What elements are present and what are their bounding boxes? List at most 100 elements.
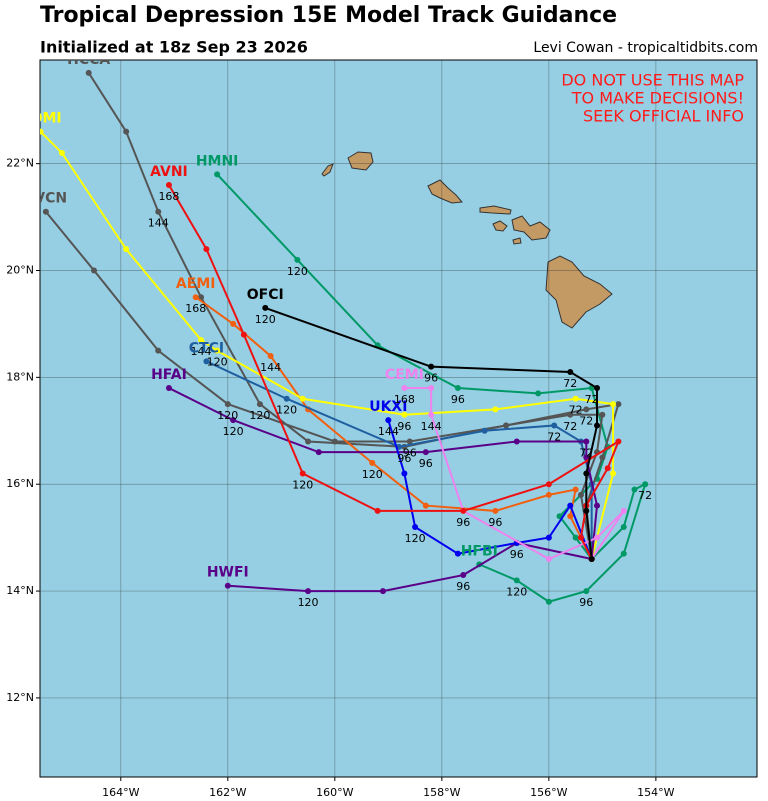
island	[479, 205, 512, 215]
track-point	[267, 352, 274, 359]
track-point	[224, 582, 231, 589]
track-point	[85, 69, 92, 76]
series-label: AEMI	[176, 276, 216, 292]
track-point	[572, 486, 579, 493]
track-point	[599, 454, 606, 461]
track-point	[192, 294, 199, 301]
tracks	[40, 69, 649, 605]
track-point	[567, 369, 574, 376]
series-label: UKXI	[369, 399, 407, 415]
hour-label: 168	[185, 302, 206, 315]
track-line	[45, 211, 604, 560]
hour-label: 72	[585, 393, 599, 406]
y-tick-label: 16°N	[6, 477, 34, 490]
hour-label: 96	[456, 580, 470, 593]
hour-label: 120	[217, 409, 238, 422]
islands	[321, 151, 613, 329]
track-point	[620, 550, 627, 557]
track-point	[460, 572, 467, 579]
track-line	[227, 541, 592, 593]
track-point	[299, 395, 306, 402]
track-point	[230, 320, 237, 327]
series-label: HWFI	[207, 565, 249, 581]
track-point	[454, 550, 461, 557]
track-point	[40, 128, 44, 135]
hour-label: 96	[403, 446, 417, 459]
series-label: HCCA	[67, 52, 110, 68]
island	[511, 215, 551, 241]
track-point	[230, 417, 237, 424]
hour-label: 120	[255, 313, 276, 326]
hour-label: 120	[287, 265, 308, 278]
track-point	[567, 411, 574, 418]
hour-label: 120	[362, 468, 383, 481]
hour-label: 72	[579, 414, 593, 427]
hour-label: 120	[276, 404, 297, 417]
series-label: CEMI	[385, 367, 424, 383]
track-point	[401, 470, 408, 477]
track-point	[198, 294, 205, 301]
track-point	[428, 411, 435, 418]
hour-label: 144	[378, 425, 399, 438]
track-point	[620, 507, 627, 514]
island	[321, 163, 334, 177]
track-point	[594, 385, 601, 392]
hour-label: 96	[510, 548, 524, 561]
hour-label: 144	[260, 361, 281, 374]
series-label: HFAI	[151, 367, 187, 383]
track-point	[545, 598, 552, 605]
hour-label: 96	[451, 393, 465, 406]
track-point	[583, 507, 590, 514]
track-point	[567, 502, 574, 509]
track-point	[256, 401, 263, 408]
track-point	[577, 491, 584, 498]
hour-label: 144	[148, 217, 169, 230]
track-point	[406, 438, 413, 445]
track-point	[283, 395, 290, 402]
track-point	[428, 363, 435, 370]
track-point	[454, 385, 461, 392]
track-line	[40, 130, 615, 560]
chart-title: Tropical Depression 15E Model Track Guid…	[40, 3, 617, 28]
hour-label: 120	[506, 585, 527, 598]
track-point	[615, 401, 622, 408]
track-point	[198, 336, 205, 343]
track-point	[315, 449, 322, 456]
hour-label: 72	[579, 446, 593, 459]
track-point	[551, 422, 558, 429]
track-point	[379, 588, 386, 595]
island	[512, 237, 522, 245]
track-point	[513, 577, 520, 584]
hour-label: 72	[638, 489, 652, 502]
credit: Levi Cowan - tropicaltidbits.com	[533, 40, 758, 56]
track-point	[123, 246, 130, 253]
track-point	[545, 556, 552, 563]
island	[347, 151, 374, 171]
track-point	[155, 347, 162, 354]
track-point	[422, 502, 429, 509]
hour-label: 72	[569, 404, 583, 417]
plot-area	[39, 59, 758, 778]
track-point	[513, 438, 520, 445]
hour-label: 168	[158, 190, 179, 203]
track-point	[214, 347, 221, 354]
track-point	[123, 128, 130, 135]
track-point	[610, 470, 617, 477]
track-point	[203, 246, 210, 253]
track-point	[91, 267, 98, 274]
hour-label: 96	[397, 452, 411, 465]
track-point	[583, 454, 590, 461]
track-line	[264, 306, 599, 560]
track-point	[369, 459, 376, 466]
series-label: TVCN	[25, 191, 67, 207]
hour-label: 96	[456, 516, 470, 529]
track-point	[262, 304, 269, 311]
track-line	[387, 419, 593, 560]
track-point	[460, 507, 467, 514]
track-point	[577, 534, 584, 541]
series-label: AVNI	[150, 164, 188, 180]
track-point	[604, 465, 611, 472]
island	[492, 220, 508, 232]
x-tick-label: 154°W	[637, 786, 674, 799]
